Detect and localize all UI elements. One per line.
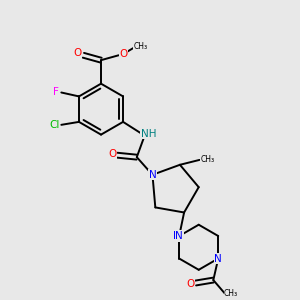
Text: O: O <box>187 279 195 289</box>
Text: CH₃: CH₃ <box>200 155 214 164</box>
Text: CH₃: CH₃ <box>133 42 147 51</box>
Text: O: O <box>119 49 128 59</box>
Text: F: F <box>53 86 59 97</box>
Text: N: N <box>175 231 183 241</box>
Text: N: N <box>148 170 156 180</box>
Text: Cl: Cl <box>49 120 60 130</box>
Text: CH₃: CH₃ <box>224 289 238 298</box>
Text: NH: NH <box>141 129 156 139</box>
Text: O: O <box>74 48 82 58</box>
Text: O: O <box>108 149 116 159</box>
Text: N: N <box>214 254 222 263</box>
Text: N: N <box>173 231 181 241</box>
